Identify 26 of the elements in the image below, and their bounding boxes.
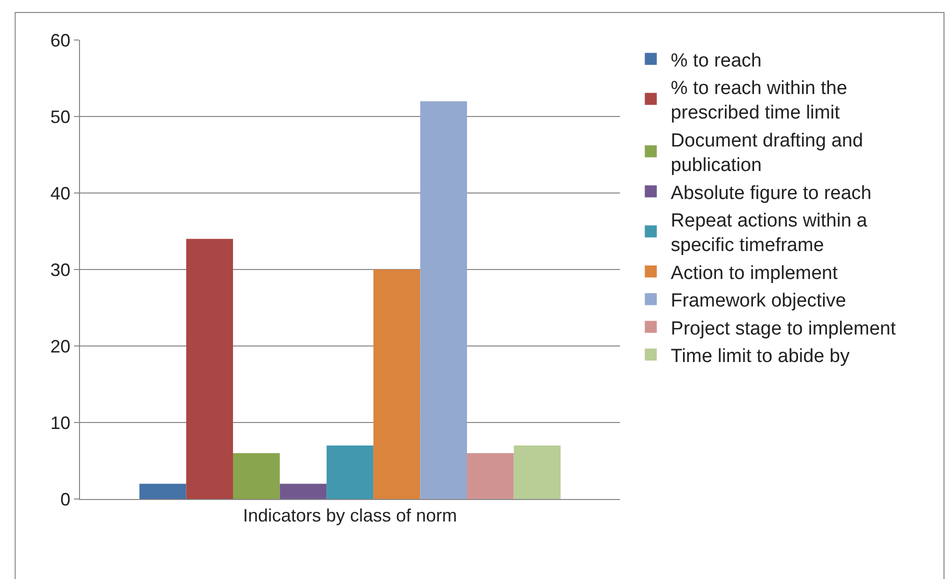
bar — [233, 453, 280, 499]
legend-label: Time limit to abide by — [670, 346, 850, 367]
legend-label: % to reach within the prescribed time limit — [670, 78, 848, 124]
legend-label: Action to implement — [670, 262, 838, 284]
bar — [139, 484, 186, 499]
bar — [373, 270, 420, 499]
x-tick-label: Indicators by class of norm — [242, 506, 458, 526]
bar — [186, 238, 233, 499]
legend-label: % to reach — [670, 50, 762, 72]
y-tick-label: 20 — [50, 336, 70, 356]
legend-label: Repeat actions within a specific timeframe — [670, 210, 868, 256]
y-tick-label: 0 — [60, 489, 70, 510]
bar — [514, 445, 561, 499]
bar — [467, 453, 514, 499]
y-tick-label: 50 — [50, 106, 70, 127]
y-tick-label: 60 — [50, 30, 70, 50]
bar — [280, 484, 327, 499]
legend-label: Document drafting and publication — [670, 130, 864, 176]
legend-label: Absolute figure to reach — [670, 182, 872, 204]
legend-label: Project stage to implement — [670, 318, 896, 340]
y-tick-label: 30 — [50, 260, 70, 280]
y-tick-label: 40 — [50, 183, 70, 204]
bar — [326, 445, 374, 499]
y-tick-label: 10 — [50, 412, 70, 433]
legend-label: Framework objective — [670, 290, 846, 312]
bar — [420, 101, 467, 499]
